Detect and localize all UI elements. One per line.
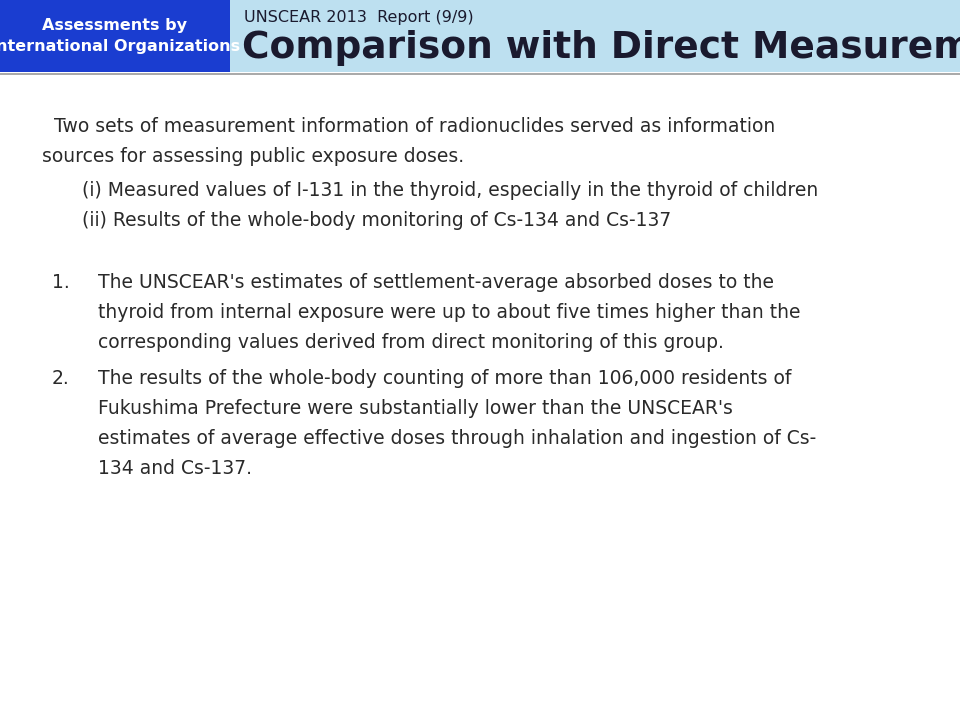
Text: The results of the whole-body counting of more than 106,000 residents of: The results of the whole-body counting o… [98,369,791,388]
Text: thyroid from internal exposure were up to about five times higher than the: thyroid from internal exposure were up t… [98,303,801,322]
Text: Two sets of measurement information of radionuclides served as information: Two sets of measurement information of r… [42,117,776,136]
Text: corresponding values derived from direct monitoring of this group.: corresponding values derived from direct… [98,333,724,352]
Text: 134 and Cs-137.: 134 and Cs-137. [98,459,252,478]
FancyBboxPatch shape [0,0,230,72]
Text: The UNSCEAR's estimates of settlement-average absorbed doses to the: The UNSCEAR's estimates of settlement-av… [98,273,774,292]
Text: (ii) Results of the whole-body monitoring of Cs-134 and Cs-137: (ii) Results of the whole-body monitorin… [82,211,671,230]
Text: 2.: 2. [52,369,70,388]
FancyBboxPatch shape [0,0,960,72]
Text: Assessments by
International Organizations: Assessments by International Organizatio… [0,18,240,54]
Text: 1.: 1. [52,273,70,292]
Text: estimates of average effective doses through inhalation and ingestion of Cs-: estimates of average effective doses thr… [98,429,816,448]
Text: Fukushima Prefecture were substantially lower than the UNSCEAR's: Fukushima Prefecture were substantially … [98,399,732,418]
Text: UNSCEAR 2013  Report (9/9): UNSCEAR 2013 Report (9/9) [244,10,473,25]
Text: (i) Measured values of I-131 in the thyroid, especially in the thyroid of childr: (i) Measured values of I-131 in the thyr… [82,181,818,200]
Text: sources for assessing public exposure doses.: sources for assessing public exposure do… [42,147,464,166]
Text: Comparison with Direct Measurements: Comparison with Direct Measurements [242,30,960,66]
